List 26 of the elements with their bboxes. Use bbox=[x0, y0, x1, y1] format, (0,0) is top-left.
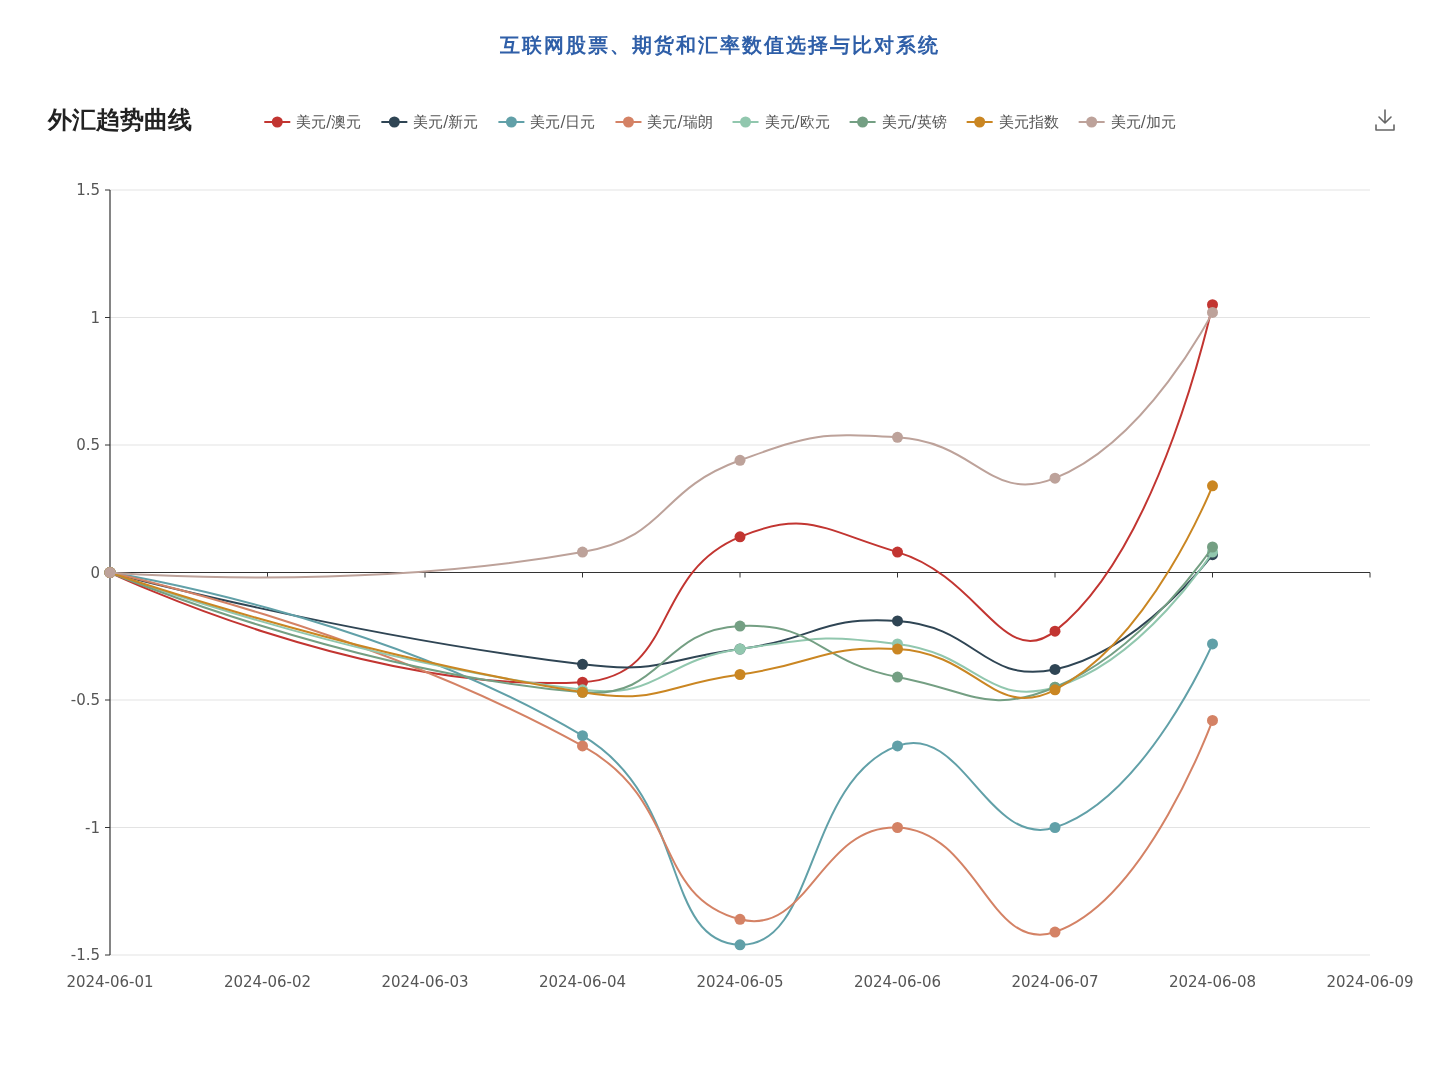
y-tick-label: 0.5 bbox=[76, 436, 100, 454]
legend-label: 美元/英镑 bbox=[881, 113, 947, 131]
legend-label: 美元/欧元 bbox=[764, 113, 830, 131]
x-tick-label: 2024-06-01 bbox=[66, 973, 154, 991]
y-tick-label: 1 bbox=[90, 308, 100, 327]
y-tick-label: -1 bbox=[85, 818, 100, 837]
legend-label: 美元指数 bbox=[998, 113, 1059, 131]
y-tick-label: 1.5 bbox=[76, 181, 100, 199]
x-tick-label: 2024-06-09 bbox=[1326, 973, 1414, 991]
legend-label: 美元/澳元 bbox=[296, 113, 362, 131]
x-tick-label: 2024-06-03 bbox=[381, 973, 469, 991]
legend-label: 美元/新元 bbox=[413, 113, 479, 131]
x-tick-label: 2024-06-02 bbox=[223, 973, 312, 991]
y-tick-label: -0.5 bbox=[70, 691, 100, 709]
legend-label: 美元/日元 bbox=[530, 113, 596, 131]
x-tick-label: 2024-06-08 bbox=[1168, 973, 1257, 991]
legend-label: 美元/瑞朗 bbox=[647, 113, 713, 131]
x-tick-label: 2024-06-05 bbox=[696, 973, 784, 991]
x-tick-label: 2024-06-06 bbox=[853, 973, 942, 991]
x-tick-label: 2024-06-07 bbox=[1011, 973, 1099, 991]
legend-label: 美元/加元 bbox=[1110, 113, 1176, 131]
chart-subtitle: 互联网股票、期货和汇率数值选择与比对系统 bbox=[499, 33, 940, 57]
y-tick-label: 0 bbox=[90, 563, 100, 582]
x-tick-label: 2024-06-04 bbox=[538, 973, 627, 991]
chart-title: 外汇趋势曲线 bbox=[47, 106, 192, 134]
y-tick-label: -1.5 bbox=[70, 946, 100, 964]
